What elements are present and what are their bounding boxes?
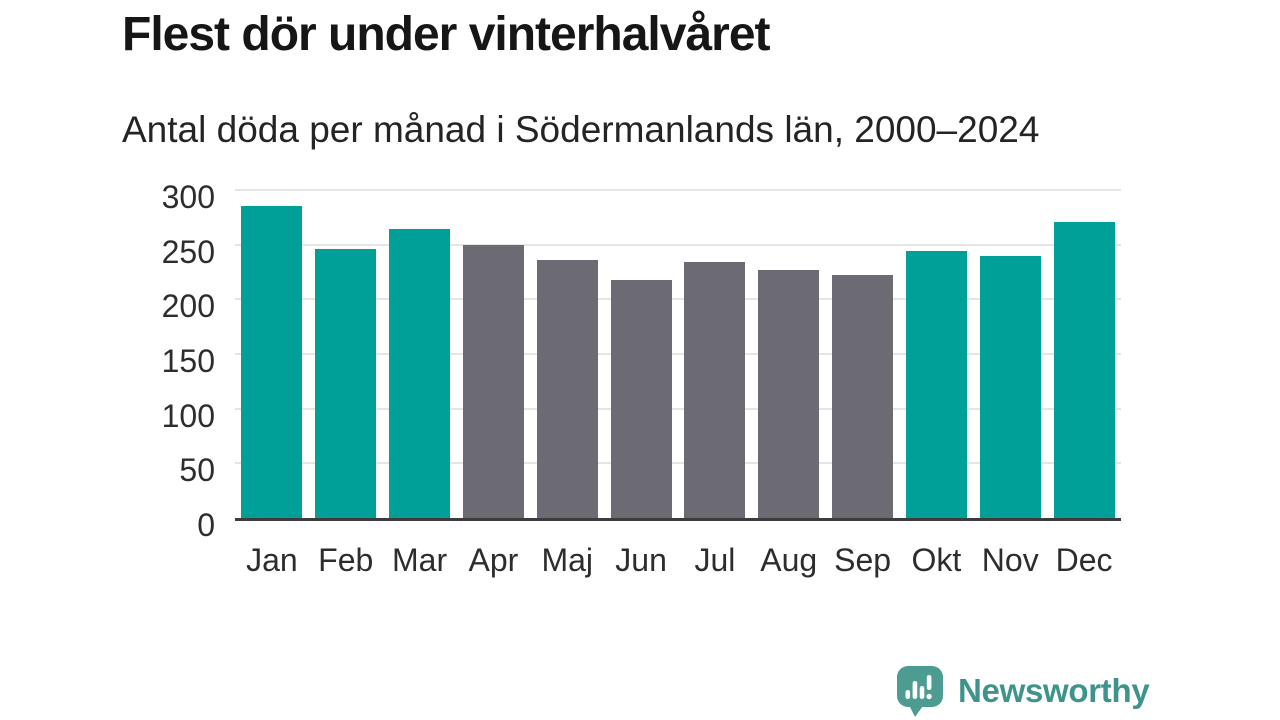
y-tick-150: 150 (161, 343, 215, 379)
bar-sep (832, 275, 894, 518)
brand-name: Newsworthy (958, 672, 1150, 709)
x-tick-jul: Jul (694, 542, 736, 578)
bar-okt (905, 251, 967, 518)
plot-area (235, 189, 1121, 521)
x-tick-nov: Nov (981, 542, 1039, 578)
bar-apr (462, 244, 524, 518)
bar-feb (315, 249, 377, 518)
gridline-300 (235, 189, 1121, 191)
y-tick-0: 0 (197, 507, 215, 543)
x-tick-okt: Okt (911, 542, 962, 578)
chart-subtitle: Antal döda per månad i Södermanlands län… (122, 109, 1040, 150)
bar-nov (979, 255, 1041, 518)
bar-mar (389, 229, 451, 518)
y-tick-200: 200 (161, 288, 215, 325)
x-tick-jun: Jun (615, 542, 667, 578)
x-tick-dec: Dec (1055, 542, 1113, 578)
x-tick-apr: Apr (468, 542, 519, 578)
bar-jul (684, 262, 746, 518)
bar-aug (758, 269, 820, 518)
y-tick-250: 250 (161, 233, 215, 270)
y-tick-50: 50 (179, 452, 215, 489)
bar-jan (241, 206, 303, 518)
gridline-100 (235, 407, 1121, 410)
gridline-150 (235, 353, 1121, 355)
y-tick-300: 300 (161, 179, 215, 215)
newsworthy-brand: Newsworthy (896, 665, 1150, 717)
bar-chart-speech-bubble-icon (897, 666, 943, 717)
x-tick-jan: Jan (246, 542, 298, 578)
gridline-50 (235, 462, 1121, 465)
gridline-200 (235, 298, 1121, 301)
page-title: Flest dör under vinterhalvåret (122, 8, 771, 61)
x-tick-feb: Feb (318, 542, 374, 578)
gridline-250 (235, 243, 1121, 246)
bar-jun (610, 279, 672, 518)
x-tick-sep: Sep (834, 542, 892, 578)
bar-maj (536, 259, 598, 518)
x-tick-maj: Maj (541, 542, 594, 578)
x-tick-aug: Aug (760, 542, 818, 578)
x-tick-mar: Mar (392, 542, 448, 578)
y-tick-100: 100 (161, 397, 215, 434)
bar-dec (1053, 221, 1115, 518)
